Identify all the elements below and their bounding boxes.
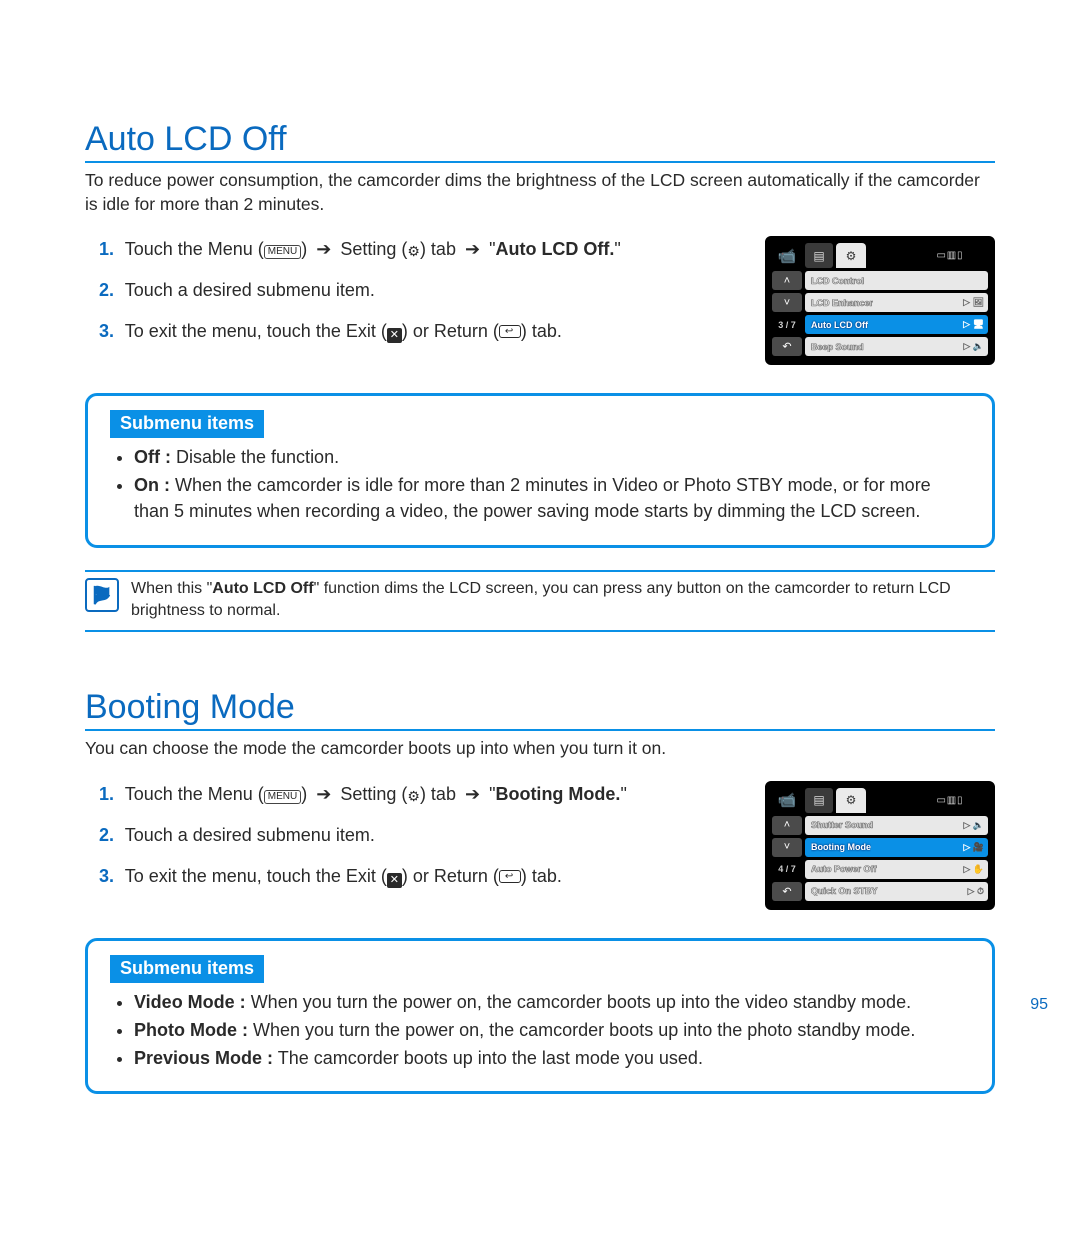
lcd-row[interactable]: Auto Power Off ▷ ✋	[805, 860, 988, 879]
submenu-video: Video Mode : When you turn the power on,…	[134, 989, 970, 1015]
section2-intro: You can choose the mode the camcorder bo…	[85, 737, 995, 761]
arrow-icon: ➔	[465, 236, 480, 263]
section1-steps: 1. Touch the Menu (MENU) ➔ Setting (⚙) t…	[99, 236, 737, 359]
lcd-down-button[interactable]: ˅	[772, 293, 802, 312]
section1-step-1: 1. Touch the Menu (MENU) ➔ Setting (⚙) t…	[99, 236, 737, 263]
lcd-page-indicator: 3 / 7	[772, 315, 802, 334]
lcd-gear-icon: ⚙	[836, 788, 866, 813]
lcd-row-label: Auto LCD Off	[811, 320, 868, 330]
exit-icon: ✕	[387, 873, 402, 888]
return-icon	[499, 870, 521, 883]
lcd-return-button[interactable]: ↶	[772, 882, 802, 901]
submenu-tag: Submenu items	[110, 955, 264, 983]
lcd-down-button[interactable]: ˅	[772, 838, 802, 857]
lcd-battery-icon: ▭ ▥ ▯	[912, 788, 988, 813]
section2-steps: 1. Touch the Menu (MENU) ➔ Setting (⚙) t…	[99, 781, 737, 904]
lcd-row-label: LCD Enhancer	[811, 298, 873, 308]
section2-submenu-panel: Submenu items Video Mode : When you turn…	[85, 938, 995, 1094]
lcd-row-label: LCD Control	[811, 276, 864, 286]
lcd-row-label: Booting Mode	[811, 842, 871, 852]
section1-step-2: 2. Touch a desired submenu item.	[99, 277, 737, 304]
lcd-up-button[interactable]: ˄	[772, 816, 802, 835]
section2-step-3: 3. To exit the menu, touch the Exit (✕) …	[99, 863, 737, 890]
page-number: 95	[1030, 996, 1048, 1014]
lcd-row[interactable]: Auto LCD Off ▷ 🖥	[805, 315, 988, 334]
exit-icon: ✕	[387, 328, 402, 343]
lcd-row-label: Quick On STBY	[811, 886, 878, 896]
section1-title: Auto LCD Off	[85, 120, 995, 163]
gear-icon: ⚙	[407, 243, 420, 259]
submenu-tag: Submenu items	[110, 410, 264, 438]
lcd-row[interactable]: LCD Enhancer ▷ 🖼	[805, 293, 988, 312]
lcd-camcorder-icon: 📹	[772, 788, 802, 813]
lcd-page-indicator: 4 / 7	[772, 860, 802, 879]
submenu-on: On : When the camcorder is idle for more…	[134, 472, 970, 524]
lcd-row-icon: ▷ 🎥	[963, 842, 984, 853]
lcd-up-button[interactable]: ˄	[772, 271, 802, 290]
section1-note: When this "Auto LCD Off" function dims t…	[85, 570, 995, 633]
lcd-preview-1: 📹▤⚙ ▭ ▥ ▯ ˄ ˅ 3 / 7 ↶ LCD Control LCD Enhancer ▷…	[765, 236, 995, 365]
lcd-row-label: Shutter Sound	[811, 820, 873, 830]
submenu-photo: Photo Mode : When you turn the power on,…	[134, 1017, 970, 1043]
lcd-row[interactable]: LCD Control	[805, 271, 988, 290]
lcd-gear-icon: ⚙	[836, 243, 866, 268]
lcd-row[interactable]: Shutter Sound ▷ 🔈	[805, 816, 988, 835]
arrow-icon: ➔	[465, 781, 480, 808]
lcd-menu-icon: ▤	[805, 243, 833, 268]
lcd-row-icon: ▷ 🖥	[963, 319, 984, 330]
section2-title: Booting Mode	[85, 688, 995, 731]
lcd-row-icon: ▷ 🔈	[963, 820, 984, 831]
lcd-row[interactable]: Beep Sound ▷ 🔈	[805, 337, 988, 356]
lcd-row-label: Auto Power Off	[811, 864, 877, 874]
section2-step-1: 1. Touch the Menu (MENU) ➔ Setting (⚙) t…	[99, 781, 737, 808]
note-icon	[85, 578, 119, 612]
lcd-row[interactable]: Booting Mode ▷ 🎥	[805, 838, 988, 857]
menu-icon: MENU	[264, 245, 301, 259]
submenu-off: Off : Disable the function.	[134, 444, 970, 470]
lcd-row-label: Beep Sound	[811, 342, 864, 352]
section2-step-2: 2. Touch a desired submenu item.	[99, 822, 737, 849]
section1-step-3: 3. To exit the menu, touch the Exit (✕) …	[99, 318, 737, 345]
lcd-preview-2: 📹▤⚙ ▭ ▥ ▯ ˄ ˅ 4 / 7 ↶ Shutter Sound ▷ 🔈 Booting …	[765, 781, 995, 910]
arrow-icon: ➔	[316, 781, 331, 808]
note-text: When this "Auto LCD Off" function dims t…	[131, 578, 995, 623]
lcd-camcorder-icon: 📹	[772, 243, 802, 268]
lcd-row-icon: ▷ ⏱	[968, 886, 984, 897]
section1-submenu-panel: Submenu items Off : Disable the function…	[85, 393, 995, 547]
menu-icon: MENU	[264, 790, 301, 804]
lcd-menu-icon: ▤	[805, 788, 833, 813]
lcd-row-icon: ▷ ✋	[963, 864, 984, 875]
lcd-return-button[interactable]: ↶	[772, 337, 802, 356]
section1-intro: To reduce power consumption, the camcord…	[85, 169, 995, 216]
lcd-battery-icon: ▭ ▥ ▯	[912, 243, 988, 268]
lcd-row-icon: ▷ 🔈	[963, 341, 984, 352]
return-icon	[499, 325, 521, 338]
gear-icon: ⚙	[407, 788, 420, 804]
submenu-previous: Previous Mode : The camcorder boots up i…	[134, 1045, 970, 1071]
lcd-row[interactable]: Quick On STBY ▷ ⏱	[805, 882, 988, 901]
arrow-icon: ➔	[316, 236, 331, 263]
lcd-row-icon: ▷ 🖼	[963, 297, 984, 308]
